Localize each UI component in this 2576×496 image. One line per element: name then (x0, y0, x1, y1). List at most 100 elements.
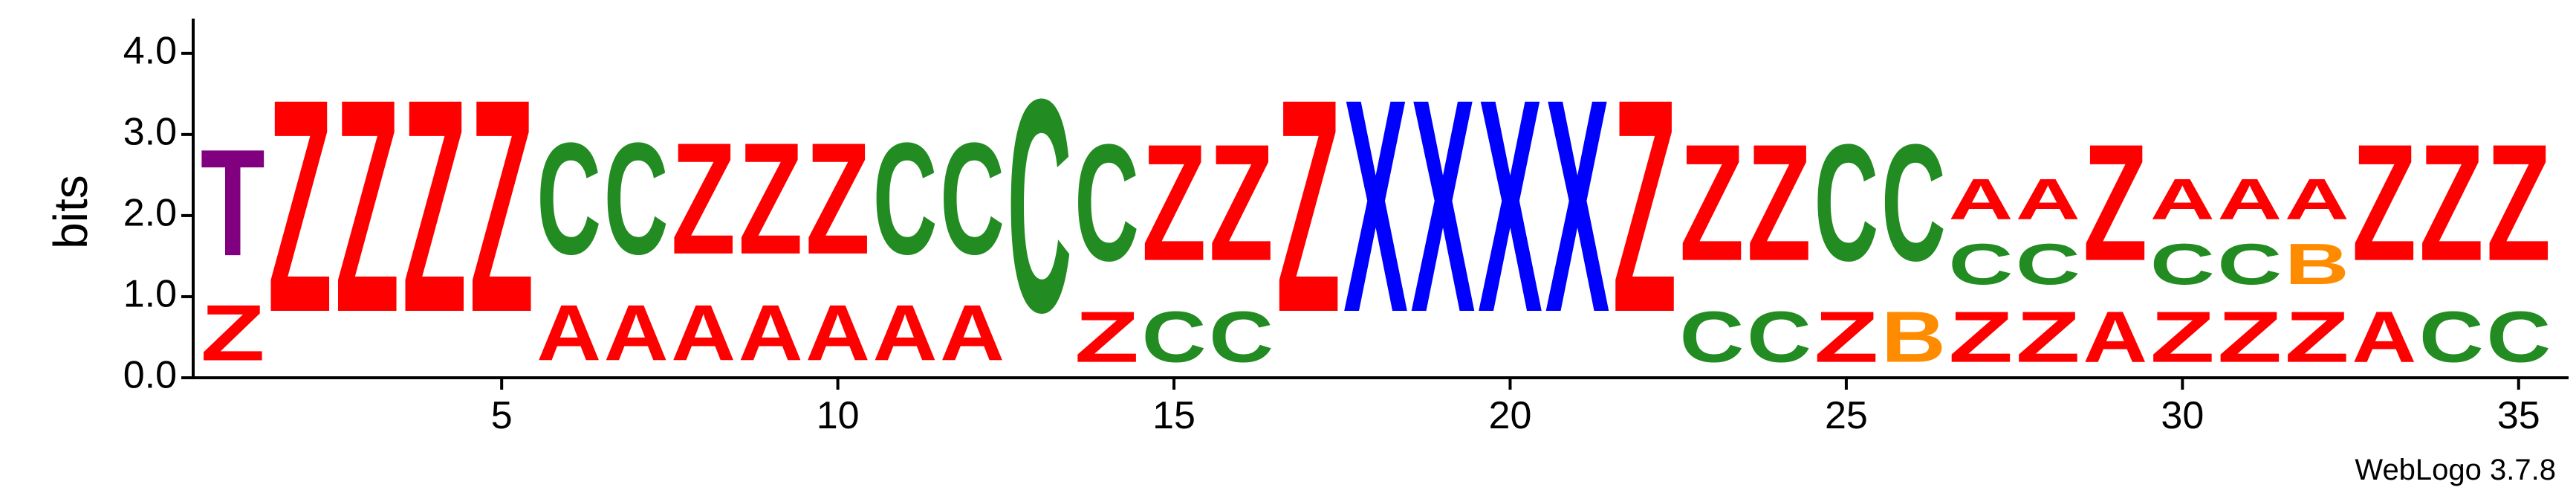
letter-glyph: Z (1679, 109, 1744, 296)
logo-letter: Z (267, 36, 332, 376)
logo-letter: Z (1612, 36, 1677, 376)
letter-glyph: Z (1747, 109, 1811, 296)
letter-glyph: A (2150, 167, 2215, 232)
logo-letter: A (2083, 297, 2147, 378)
letter-glyph: C (1142, 297, 1207, 378)
letter-glyph: Z (1612, 36, 1677, 376)
logo-letter: A (873, 289, 938, 378)
logo-letter: A (805, 289, 870, 378)
letter-glyph: A (873, 289, 938, 378)
letter-glyph: X (1343, 36, 1408, 376)
logo-letter: C (1008, 36, 1072, 376)
letter-glyph: A (2016, 167, 2080, 232)
logo-letter: Z (1142, 109, 1207, 296)
letter-glyph: A (739, 289, 803, 378)
logo-letter: Z (1209, 109, 1274, 296)
logo-letter: Z (1074, 297, 1139, 378)
logo-letter: C (1679, 297, 1744, 378)
letter-glyph: Z (335, 36, 400, 376)
logo-letter: A (940, 289, 1005, 378)
logo-letter: C (873, 109, 938, 287)
logo-letter: Z (2083, 109, 2147, 296)
letter-glyph: C (2016, 232, 2080, 297)
letter-glyph: C (2419, 297, 2484, 378)
logo-letter: B (2285, 232, 2349, 297)
letter-glyph: Z (2352, 109, 2416, 296)
logo-letter: Z (201, 288, 265, 377)
logo-letter: Z (2419, 109, 2484, 296)
letter-glyph: C (940, 109, 1005, 287)
letter-glyph: Z (1948, 297, 2013, 378)
logo-letter: A (2016, 167, 2080, 232)
x-tick-label: 10 (817, 394, 860, 437)
letter-glyph: C (1679, 297, 1744, 378)
letter-glyph: Z (470, 36, 534, 376)
letter-glyph: Z (739, 109, 803, 288)
letter-glyph: Z (2486, 109, 2551, 296)
logo-letter: C (940, 109, 1005, 287)
letter-glyph: X (1545, 36, 1610, 376)
logo-letter: C (2150, 232, 2215, 297)
logo-letter: X (1343, 36, 1408, 376)
logo-letter: X (1545, 36, 1610, 376)
logo-letter: Z (1948, 297, 2013, 378)
logo-letter: A (739, 289, 803, 378)
letter-glyph: C (2486, 297, 2551, 378)
letter-glyph: C (1881, 110, 1946, 296)
logo-letter: Z (2352, 109, 2416, 296)
logo-letter: C (2217, 232, 2282, 297)
letter-glyph: A (2352, 297, 2416, 378)
logo-letter: A (2150, 167, 2215, 232)
logo-letter: Z (2016, 297, 2080, 378)
logo-letter: C (1948, 232, 2013, 297)
logo-letter: Z (335, 36, 400, 376)
logo-letter: Z (1679, 109, 1744, 296)
logo-letter: A (2217, 167, 2282, 232)
logo-letter: C (1881, 110, 1946, 296)
y-tick-label: 2.0 (123, 192, 177, 235)
letter-glyph: C (1074, 110, 1139, 296)
logo-letter: Z (1276, 36, 1341, 376)
logo-letter: C (1814, 110, 1878, 296)
letter-glyph: C (536, 109, 601, 287)
letter-glyph: Z (1814, 297, 1878, 378)
logo-letter: C (2016, 232, 2080, 297)
logo-letter: A (536, 289, 601, 378)
letter-glyph: A (2285, 167, 2349, 232)
x-tick-label: 25 (1825, 394, 1868, 437)
logo-letter: C (2486, 297, 2551, 378)
logo-letter: A (671, 289, 736, 378)
letter-glyph: Z (671, 109, 736, 288)
letter-glyph: C (1747, 297, 1811, 378)
y-axis-label: bits (44, 175, 97, 249)
letter-glyph: C (2150, 232, 2215, 297)
letter-glyph: A (2217, 167, 2282, 232)
letter-glyph: X (1478, 36, 1542, 376)
x-tick-label: 15 (1152, 394, 1195, 437)
y-tick-label: 0.0 (123, 354, 177, 397)
letter-glyph: Z (201, 288, 265, 377)
logo-letter: A (604, 289, 669, 378)
letter-glyph: A (536, 289, 601, 378)
x-tick-label: 30 (2161, 394, 2204, 437)
letter-glyph: Z (2285, 297, 2349, 378)
letter-glyph: A (604, 289, 669, 378)
letter-glyph: A (671, 289, 736, 378)
y-tick-label: 4.0 (123, 30, 177, 73)
letter-glyph: Z (1276, 36, 1341, 376)
logo-letter: T (201, 119, 265, 289)
logo-letter: Z (2150, 297, 2215, 378)
letter-glyph: C (604, 109, 669, 287)
letter-glyph: C (2217, 232, 2282, 297)
logo-letter: Z (1747, 109, 1811, 296)
letter-glyph: C (1948, 232, 2013, 297)
footer: WebLogo 3.7.8 (2355, 454, 2556, 486)
y-tick-label: 3.0 (123, 111, 177, 154)
letter-glyph: Z (805, 109, 870, 288)
logo-letter: Z (671, 109, 736, 288)
logo-letter: C (2419, 297, 2484, 378)
letter-glyph: T (201, 119, 265, 289)
letter-glyph: B (1881, 297, 1946, 378)
letter-glyph: B (2285, 232, 2349, 297)
